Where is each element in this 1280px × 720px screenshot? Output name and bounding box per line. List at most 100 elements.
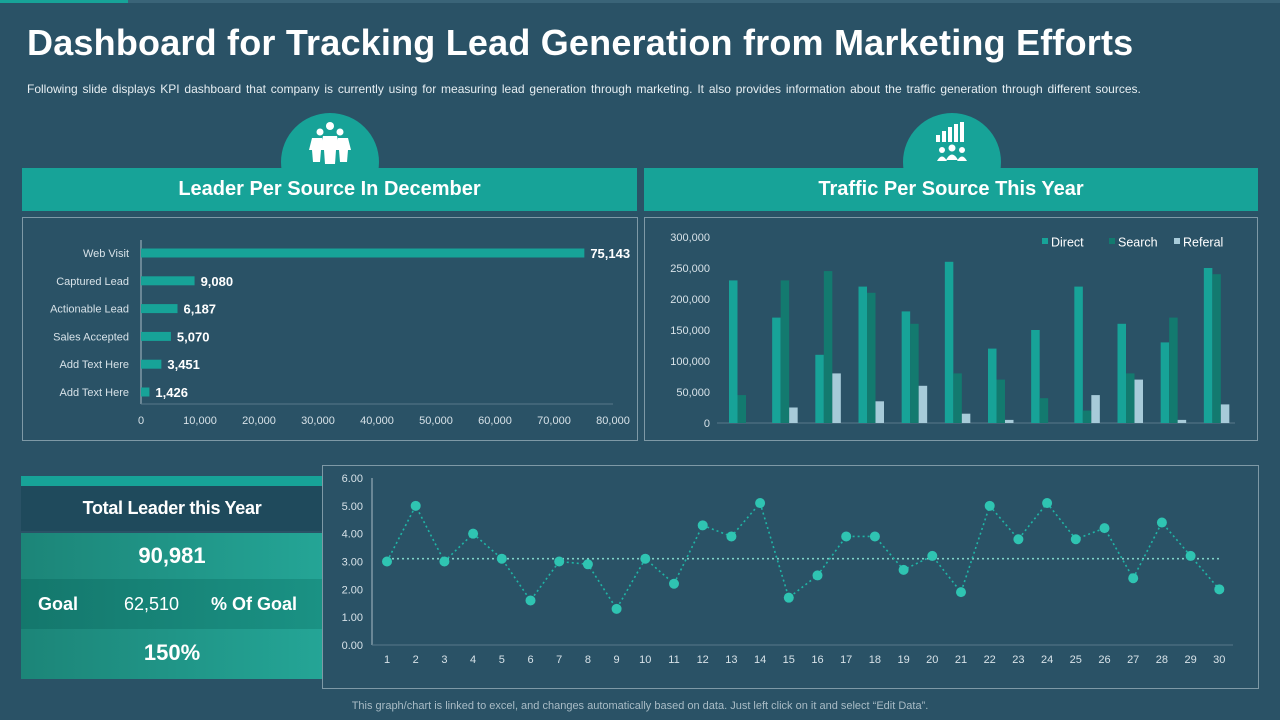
series-line	[386, 501, 1220, 611]
x-tick-label: 7	[556, 654, 562, 666]
x-tick-label: 10	[639, 654, 651, 666]
x-tick-label: 0	[138, 415, 144, 427]
data-point	[1042, 498, 1053, 509]
data-label: 3,451	[167, 357, 200, 372]
x-tick-label: 22	[984, 654, 996, 666]
bar	[141, 387, 150, 397]
bar-referal	[875, 401, 884, 423]
x-tick-label: 60,000	[478, 415, 512, 427]
data-point	[582, 559, 593, 570]
x-tick-label: 30	[1213, 654, 1225, 666]
bar-search	[1126, 373, 1135, 423]
lead-source-bar-chart: Web Visit 75,143 Captured Lead 9,080 Actiona…	[50, 240, 630, 427]
data-point	[1099, 523, 1110, 534]
data-point	[640, 553, 651, 564]
left-panel-header: Leader Per Source In December	[22, 168, 637, 211]
bar-search	[953, 373, 962, 423]
bar-direct	[729, 280, 738, 423]
bar-search	[867, 292, 876, 423]
y-tick-label: 300,000	[670, 232, 710, 244]
page-subtitle: Following slide displays KPI dashboard t…	[27, 82, 1141, 96]
bar-referal	[1134, 379, 1143, 423]
data-point	[1013, 534, 1024, 545]
data-point	[841, 531, 852, 542]
kpi-card: Total Leader this Year 90,981 Goal 62,51…	[21, 476, 323, 679]
bar-search	[780, 280, 790, 423]
y-tick-label: 1.00	[342, 612, 363, 624]
bar	[141, 276, 195, 286]
traffic-source-bar-chart: 0 50,000 100,000 150,000 200,000 250,000 300,0…	[670, 232, 1235, 430]
data-label: 75,143	[590, 246, 630, 261]
x-tick-label: 23	[1012, 654, 1024, 666]
legend-swatch	[1174, 238, 1180, 244]
y-tick-label: 0	[704, 418, 710, 430]
right-panel-header: Traffic Per Source This Year	[644, 168, 1258, 211]
y-tick-label: 6.00	[342, 473, 363, 485]
kpi-total-value: 90,981	[21, 533, 323, 579]
data-point	[927, 550, 938, 561]
bar-search	[1169, 317, 1178, 423]
x-tick-label: 28	[1156, 654, 1168, 666]
bar-referal	[1005, 419, 1014, 423]
data-point	[726, 531, 737, 542]
bar-referal	[1220, 404, 1230, 423]
x-tick-label: 21	[955, 654, 967, 666]
footnote: This graph/chart is linked to excel, and…	[351, 700, 929, 712]
x-tick-label: 13	[725, 654, 737, 666]
data-point	[984, 500, 995, 511]
bar-referal	[918, 385, 928, 423]
kpi-title: Total Leader this Year	[21, 486, 323, 531]
top-rule	[0, 0, 1280, 3]
bar	[141, 331, 171, 341]
x-tick-label: 30,000	[301, 415, 335, 427]
data-label: 9,080	[201, 274, 234, 289]
right-chart-frame: 0 50,000 100,000 150,000 200,000 250,000 300,0…	[644, 217, 1258, 441]
top-rule-accent	[0, 0, 128, 3]
data-point	[1128, 573, 1139, 584]
x-tick-label: 5	[499, 654, 505, 666]
legend-label: Referal	[1183, 236, 1223, 250]
x-tick-label: 2	[413, 654, 419, 666]
y-tick-label: 100,000	[670, 356, 710, 368]
pct-of-goal-value: 150%	[21, 629, 323, 679]
bar-search	[1039, 398, 1049, 423]
bar-direct	[1160, 342, 1170, 423]
bar-search	[996, 379, 1005, 423]
data-point	[439, 556, 450, 567]
data-point	[783, 592, 794, 603]
data-label: 1,426	[155, 385, 188, 400]
x-tick-label: 17	[840, 654, 852, 666]
bar-referal	[961, 413, 971, 423]
x-tick-label: 50,000	[419, 415, 453, 427]
x-tick-label: 26	[1098, 654, 1110, 666]
category-label: Captured Lead	[56, 276, 129, 288]
goal-label: Goal	[38, 594, 79, 614]
x-tick-label: 40,000	[360, 415, 394, 427]
x-tick-label: 12	[697, 654, 709, 666]
bar-referal	[1091, 395, 1100, 423]
data-point	[669, 578, 679, 589]
bar-referal	[832, 373, 841, 423]
x-tick-label: 18	[869, 654, 881, 666]
x-tick-label: 25	[1070, 654, 1082, 666]
bar-direct	[944, 261, 954, 423]
bar-direct	[901, 311, 911, 423]
y-tick-label: 3.00	[342, 557, 363, 569]
kpi-accent-bar	[21, 476, 323, 486]
y-tick-label: 250,000	[670, 263, 710, 275]
x-tick-label: 20,000	[242, 415, 276, 427]
data-point	[468, 528, 479, 539]
legend-label: Search	[1118, 236, 1158, 250]
category-label: Add Text Here	[59, 359, 129, 371]
bar-direct	[1203, 268, 1213, 423]
bar-direct	[772, 317, 781, 423]
data-point	[410, 500, 421, 511]
x-tick-label: 10,000	[183, 415, 217, 427]
x-tick-label: 24	[1041, 654, 1053, 666]
data-point	[956, 587, 966, 598]
data-point	[697, 520, 708, 531]
data-point	[1214, 584, 1225, 595]
bar-direct	[1074, 286, 1083, 423]
data-point	[1070, 534, 1081, 545]
legend-swatch	[1109, 238, 1115, 244]
